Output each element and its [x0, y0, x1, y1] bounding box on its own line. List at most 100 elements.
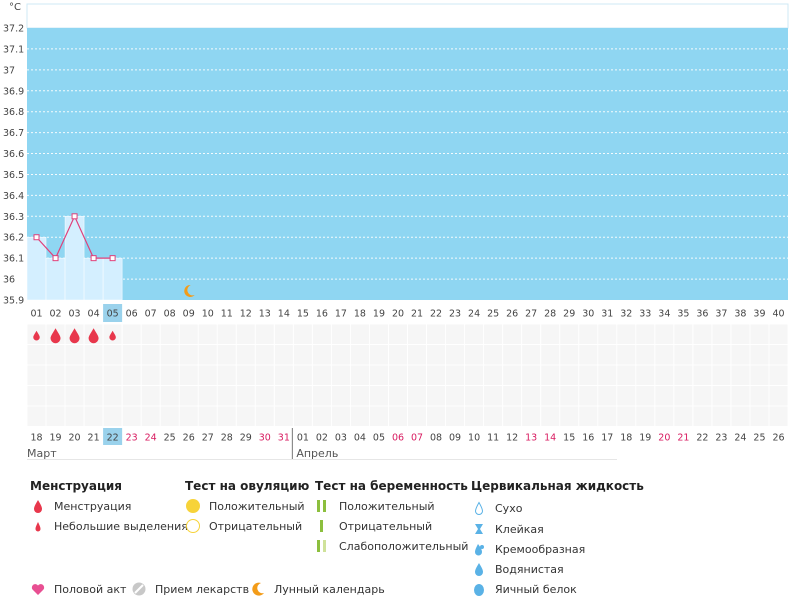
symptom-cell	[122, 386, 141, 406]
date-label: 17	[601, 433, 613, 444]
date-label: 09	[449, 433, 461, 444]
empty-circle-icon	[185, 518, 201, 534]
symptom-cell	[731, 324, 750, 344]
symptom-cell	[46, 406, 65, 426]
cycle-day-label: 19	[373, 309, 385, 320]
legend-pregnancy-weak: Слабоположительный	[315, 538, 468, 554]
symptom-cell	[636, 324, 655, 344]
symptom-cell	[350, 345, 369, 365]
symptom-cell	[693, 386, 712, 406]
date-label: 14	[544, 433, 556, 444]
cycle-day-label: 18	[354, 309, 366, 320]
symptom-cell	[312, 365, 331, 385]
symptom-cell	[541, 386, 560, 406]
pill-icon	[131, 581, 147, 597]
cycle-day-label: 35	[677, 309, 689, 320]
symptom-cell	[255, 324, 274, 344]
legend-label: Менструация	[54, 499, 132, 513]
date-label: 31	[278, 433, 290, 444]
symptom-cell	[27, 345, 46, 365]
symptom-cell	[198, 406, 217, 426]
symptom-cell	[617, 386, 636, 406]
legend-fluid-dry: Сухо	[471, 500, 522, 516]
symptom-cell	[103, 345, 122, 365]
symptom-cell	[674, 365, 693, 385]
legend-label: Прием лекарств	[155, 582, 250, 596]
date-label: 01	[297, 433, 309, 444]
symptom-cell	[312, 386, 331, 406]
symptom-cell	[484, 345, 503, 365]
symptom-cell	[750, 406, 769, 426]
date-label: 24	[145, 433, 157, 444]
cycle-day-label: 38	[734, 309, 746, 320]
cycle-day-label: 11	[221, 309, 233, 320]
symptom-cell	[236, 345, 255, 365]
date-label: 08	[430, 433, 442, 444]
symptom-cell	[731, 345, 750, 365]
symptom-cell	[293, 345, 312, 365]
y-tick-label: 36.6	[3, 149, 24, 160]
symptom-cell	[369, 345, 388, 365]
date-label: 20	[658, 433, 670, 444]
symptom-cell	[427, 365, 446, 385]
cycle-day-label: 24	[468, 309, 480, 320]
symptom-cell	[446, 324, 465, 344]
cycle-day-label: 10	[202, 309, 214, 320]
date-label: 30	[259, 433, 271, 444]
symptom-cell	[293, 365, 312, 385]
symptom-cell	[331, 345, 350, 365]
symptom-cell	[122, 324, 141, 344]
symptom-cell	[312, 324, 331, 344]
symptom-cell	[293, 324, 312, 344]
symptom-cell	[408, 365, 427, 385]
symptom-cell	[65, 406, 84, 426]
cycle-day-label: 25	[487, 309, 499, 320]
temperature-bar	[26, 236, 47, 301]
symptom-cell	[731, 406, 750, 426]
symptom-cell	[579, 365, 598, 385]
symptom-cell	[522, 406, 541, 426]
symptom-cell	[484, 386, 503, 406]
symptom-cell	[369, 406, 388, 426]
symptom-cell	[560, 386, 579, 406]
symptom-cell	[408, 406, 427, 426]
cycle-day-label: 34	[658, 309, 670, 320]
legend-menstruation-title: Менструация	[30, 479, 122, 493]
symptom-cell	[465, 365, 484, 385]
date-label: 13	[525, 433, 537, 444]
symptom-cell	[446, 406, 465, 426]
spotting-drop	[109, 330, 116, 341]
symptom-cell	[427, 386, 446, 406]
date-label: 29	[240, 433, 252, 444]
symptom-cell	[541, 406, 560, 426]
symptom-cell	[465, 345, 484, 365]
date-label: 07	[411, 433, 423, 444]
current-day-highlight	[103, 304, 123, 322]
empty-drop-icon	[471, 500, 487, 516]
symptom-cell	[350, 386, 369, 406]
yellow-circle-icon	[185, 498, 201, 514]
symptom-cell	[655, 345, 674, 365]
symptom-cell	[503, 365, 522, 385]
single-bar-icon	[315, 518, 331, 534]
symptom-cell	[141, 324, 160, 344]
symptom-cell	[217, 345, 236, 365]
symptom-cell	[598, 365, 617, 385]
temperature-bar	[64, 216, 85, 301]
symptom-cell	[274, 345, 293, 365]
legend-medication: Прием лекарств	[131, 581, 249, 597]
temperature-point	[33, 234, 40, 241]
symptom-cell	[103, 365, 122, 385]
symptom-cell	[160, 324, 179, 344]
y-tick-label: 36.4	[3, 191, 24, 202]
symptom-cell	[617, 345, 636, 365]
symptom-cell	[350, 324, 369, 344]
cycle-day-label: 33	[639, 309, 651, 320]
symptom-cell	[141, 406, 160, 426]
symptom-cell	[198, 365, 217, 385]
symptom-cell	[712, 365, 731, 385]
date-label: 24	[734, 433, 746, 444]
legend-fluid-eggwhite: Яичный белок	[471, 581, 577, 597]
symptom-cell	[274, 406, 293, 426]
moon-icon	[250, 581, 266, 597]
